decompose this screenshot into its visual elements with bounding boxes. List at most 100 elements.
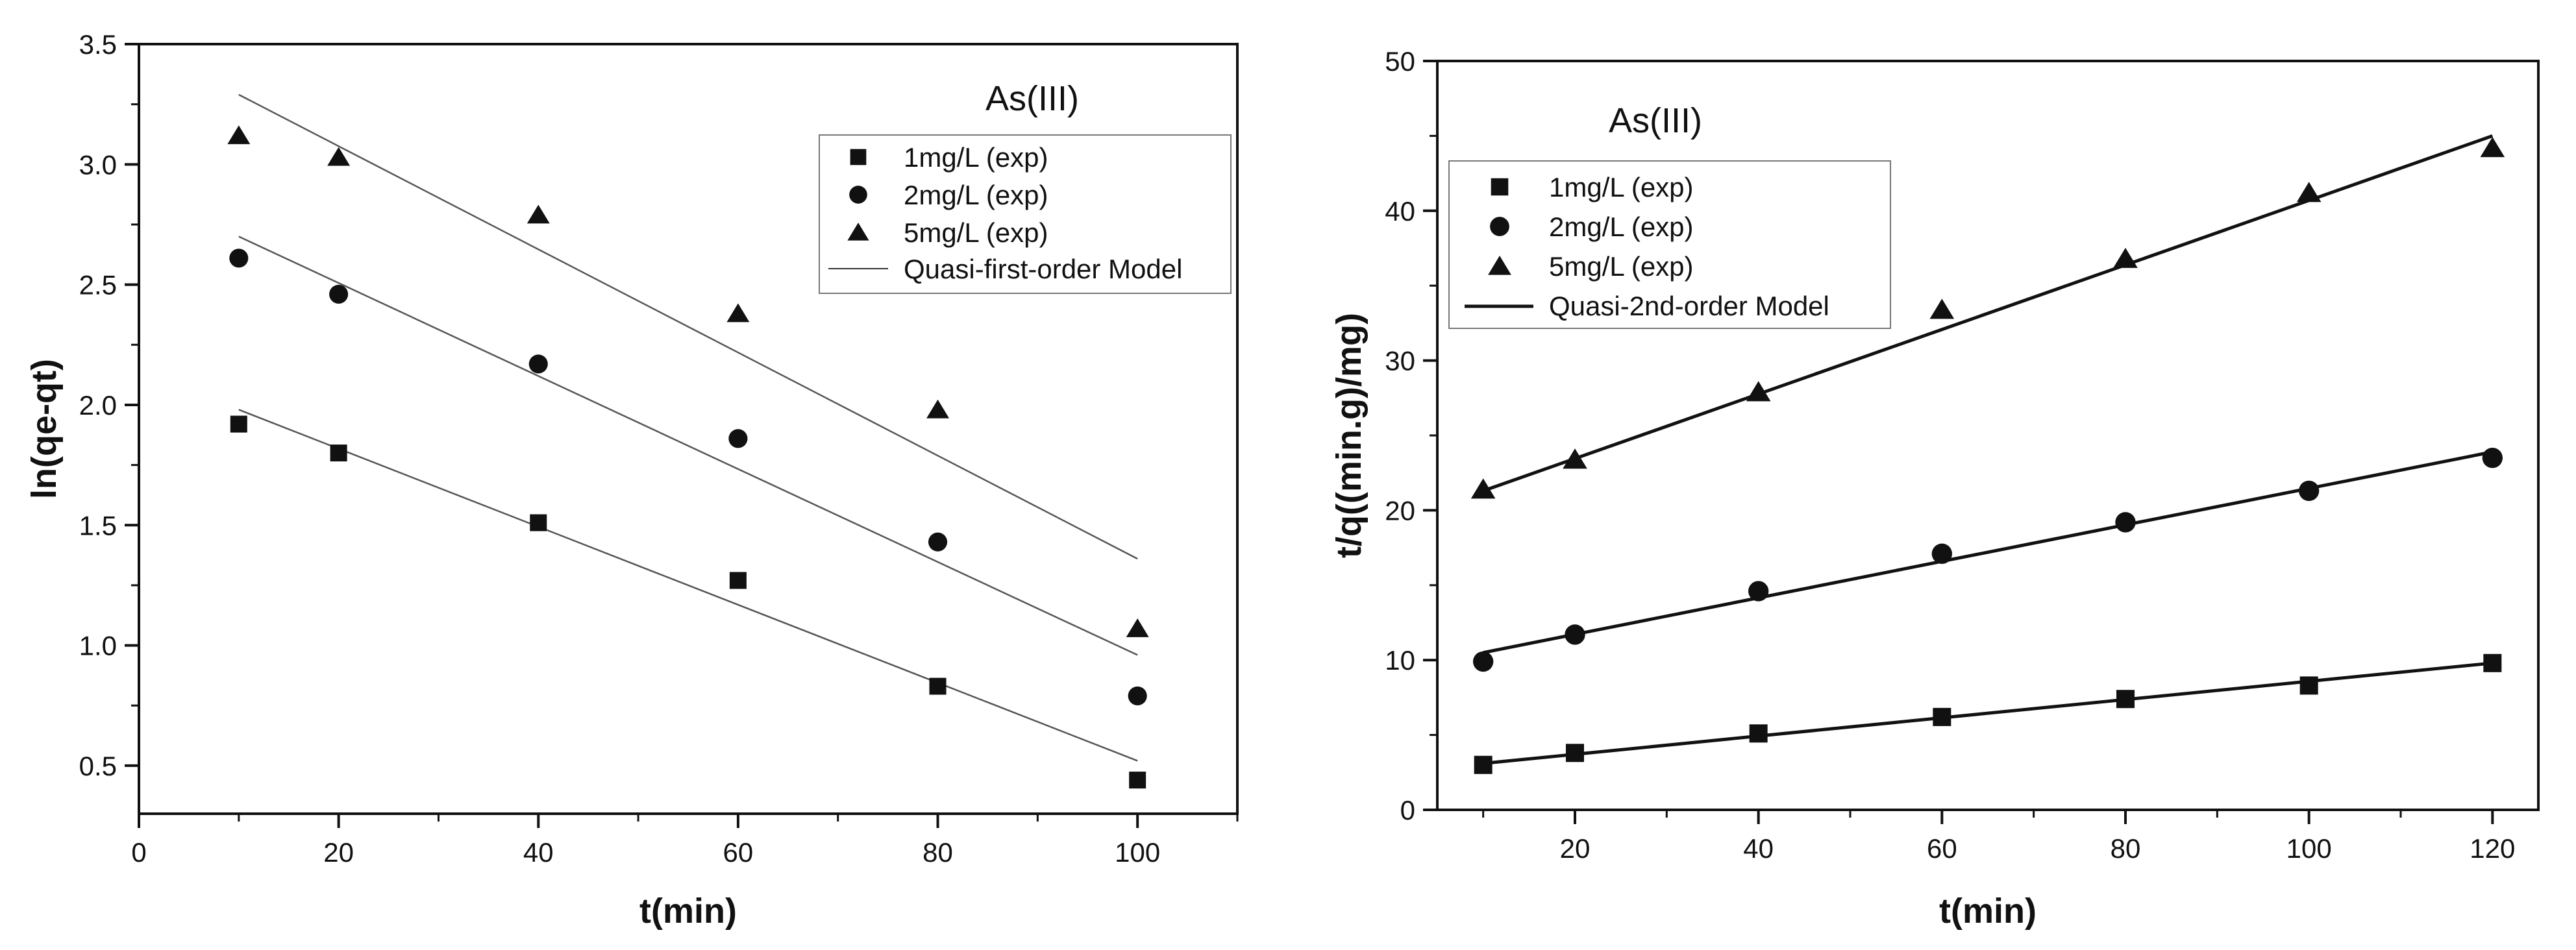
chart-1: 0 20 40 60 80 100 0.5 1.0 1.5 2.0 2.5 3.0 3.5 t(min)… bbox=[25, 29, 1239, 931]
chart-2-series-3-point bbox=[1470, 478, 1496, 499]
chart-2-series-2-point bbox=[2482, 447, 2503, 469]
chart-1-y-tick-label: 3.0 bbox=[79, 149, 117, 180]
chart-2-legend-label-3: 5mg/L (exp) bbox=[1549, 251, 1694, 282]
chart-2-fit-line-1 bbox=[1483, 661, 2493, 765]
chart-2-subtitle: As(III) bbox=[1609, 101, 1702, 140]
chart-1-series-1-point bbox=[1129, 772, 1146, 789]
chart-1-fit-line-2 bbox=[238, 236, 1138, 656]
chart-2-x-tick-label: 100 bbox=[2286, 833, 2332, 864]
chart-2-legend: 1mg/L (exp) 2mg/L (exp) 5mg/L (exp) Quas… bbox=[1448, 160, 1891, 329]
chart-2-legend-markers bbox=[1488, 178, 1511, 275]
chart-2-y-tick-label: 50 bbox=[1385, 46, 1415, 77]
chart-1-series-2-point bbox=[229, 249, 249, 268]
chart-1-y-axis-title: ln(qe-qt) bbox=[25, 359, 64, 499]
chart-1-series-1-point bbox=[330, 445, 347, 462]
chart-2-x-tick-label: 120 bbox=[2470, 833, 2515, 864]
chart-2-fit-line-2 bbox=[1483, 450, 2493, 655]
chart-2-x-axis-title: t(min) bbox=[1939, 892, 2037, 931]
chart-1-x-tick-label: 100 bbox=[1115, 837, 1160, 868]
chart-2-ticks: 20 40 60 80 100 120 0 10 20 30 40 50 bbox=[1385, 46, 2515, 864]
chart-2-x-tick-label: 40 bbox=[1743, 833, 1774, 864]
chart-1-series-2-point bbox=[1128, 686, 1147, 705]
chart-2-y-tick-label: 10 bbox=[1385, 645, 1415, 676]
chart-1-x-tick-label: 80 bbox=[923, 837, 953, 868]
chart-2-series-1-point bbox=[1566, 744, 1584, 762]
chart-2-series-3-point bbox=[1746, 381, 1771, 402]
chart-2-y-tick-label: 40 bbox=[1385, 196, 1415, 226]
chart-1-x-tick-label: 40 bbox=[523, 837, 554, 868]
chart-1-series-2-point bbox=[329, 284, 349, 304]
chart-2-series-1-point bbox=[1749, 724, 1768, 743]
chart-2-y-tick-label: 0 bbox=[1400, 795, 1415, 825]
chart-2-legend-marker-3 bbox=[1488, 256, 1511, 275]
chart-2-series-2-point bbox=[2298, 480, 2320, 502]
chart-1-series-3-point bbox=[926, 399, 950, 419]
chart-2-series-1-point bbox=[1933, 707, 1951, 726]
chart-2-y-tick-label: 30 bbox=[1385, 346, 1415, 376]
chart-2-x-tick-label: 60 bbox=[1927, 833, 1957, 864]
chart-2-series-1-point bbox=[2299, 676, 2318, 695]
chart-2-series-1-point bbox=[2483, 653, 2502, 672]
chart-1-series-3-point bbox=[1126, 618, 1149, 637]
chart-2-series-3-point bbox=[2296, 182, 2322, 202]
chart-1-series-3-point bbox=[227, 125, 251, 145]
chart-1-legend: 1mg/L (exp) 2mg/L (exp) 5mg/L (exp) Quas… bbox=[819, 134, 1232, 294]
chart-2-series-2-point bbox=[1565, 624, 1585, 645]
chart-1-series-2-point bbox=[928, 532, 948, 552]
chart-1-series-3-point bbox=[726, 303, 750, 323]
chart-1-series-3-point bbox=[327, 147, 351, 166]
chart-1-legend-marker-3 bbox=[847, 223, 869, 241]
chart-2-series-3-point bbox=[1563, 448, 1587, 469]
chart-2-series-3-point bbox=[2113, 247, 2138, 268]
chart-2-series-3-point bbox=[2480, 137, 2505, 158]
chart-2-series-2-point bbox=[1748, 581, 1769, 602]
chart-1-legend-label-1: 1mg/L (exp) bbox=[904, 142, 1048, 173]
chart-1-series-1-point bbox=[230, 415, 247, 433]
chart-1-data-points bbox=[227, 125, 1149, 789]
chart-1-plot-frame bbox=[138, 43, 1239, 815]
chart-1-y-tick-label: 2.0 bbox=[79, 390, 117, 420]
chart-2-x-tick-label: 80 bbox=[2111, 833, 2141, 864]
chart-2-series-3-point bbox=[1929, 298, 1955, 319]
chart-2-data-points bbox=[1470, 137, 2505, 774]
chart-2-legend-label-2: 2mg/L (exp) bbox=[1549, 212, 1694, 242]
chart-1-legend-box bbox=[819, 134, 1232, 294]
chart-1-legend-label-2: 2mg/L (exp) bbox=[904, 180, 1048, 210]
chart-2-legend-label-fit: Quasi-2nd-order Model bbox=[1549, 291, 1829, 321]
chart-2-y-axis-title: t/q((min.g)/mg) bbox=[1330, 313, 1368, 558]
chart-1-y-tick-label: 3.5 bbox=[79, 29, 117, 60]
chart-2-legend-marker-1 bbox=[1491, 178, 1509, 196]
chart-2-series-2-point bbox=[1472, 651, 1494, 672]
chart-1-fit-lines bbox=[238, 93, 1138, 762]
chart-1-subtitle: As(III) bbox=[985, 79, 1079, 118]
chart-1-ticks: 0 20 40 60 80 100 0.5 1.0 1.5 2.0 2.5 3.0 3.5 bbox=[79, 29, 1239, 868]
chart-1-legend-label-3: 5mg/L (exp) bbox=[904, 217, 1048, 248]
chart-1-series-1-point bbox=[729, 572, 747, 589]
chart-2-series-2-point bbox=[2115, 512, 2136, 533]
chart-1-legend-marker-1 bbox=[850, 149, 867, 165]
chart-2-legend-label-1: 1mg/L (exp) bbox=[1549, 172, 1694, 202]
chart-1-x-tick-label: 20 bbox=[323, 837, 354, 868]
chart-2-series-2-point bbox=[1931, 543, 1953, 565]
chart-2-legend-box bbox=[1448, 160, 1891, 329]
chart-2-x-tick-label: 20 bbox=[1560, 833, 1591, 864]
chart-2-legend-marker-2 bbox=[1490, 217, 1509, 236]
chart-1-fit-line-1 bbox=[238, 409, 1138, 762]
chart-1-legend-label-fit: Quasi-first-order Model bbox=[904, 254, 1182, 284]
chart-1-series-1-point bbox=[530, 514, 547, 531]
chart-1-x-axis-title: t(min) bbox=[639, 892, 737, 931]
chart-1-y-tick-label: 2.5 bbox=[79, 270, 117, 300]
chart-2-y-tick-label: 20 bbox=[1385, 495, 1415, 526]
chart-1-series-2-point bbox=[528, 354, 548, 374]
chart-1-y-tick-label: 1.0 bbox=[79, 631, 117, 661]
chart-1-legend-marker-2 bbox=[849, 186, 867, 204]
chart-2-series-1-point bbox=[1474, 755, 1492, 774]
chart-1-series-1-point bbox=[929, 677, 947, 695]
chart-1-series-2-point bbox=[728, 429, 748, 448]
chart-1-y-tick-label: 0.5 bbox=[79, 751, 117, 781]
chart-1-x-tick-label: 0 bbox=[131, 837, 146, 868]
chart-1-fit-line-3 bbox=[238, 93, 1138, 560]
chart-2-fit-line-3 bbox=[1482, 134, 2494, 493]
chart-2-series-1-point bbox=[2116, 690, 2135, 709]
chart-1-legend-markers bbox=[847, 149, 869, 241]
